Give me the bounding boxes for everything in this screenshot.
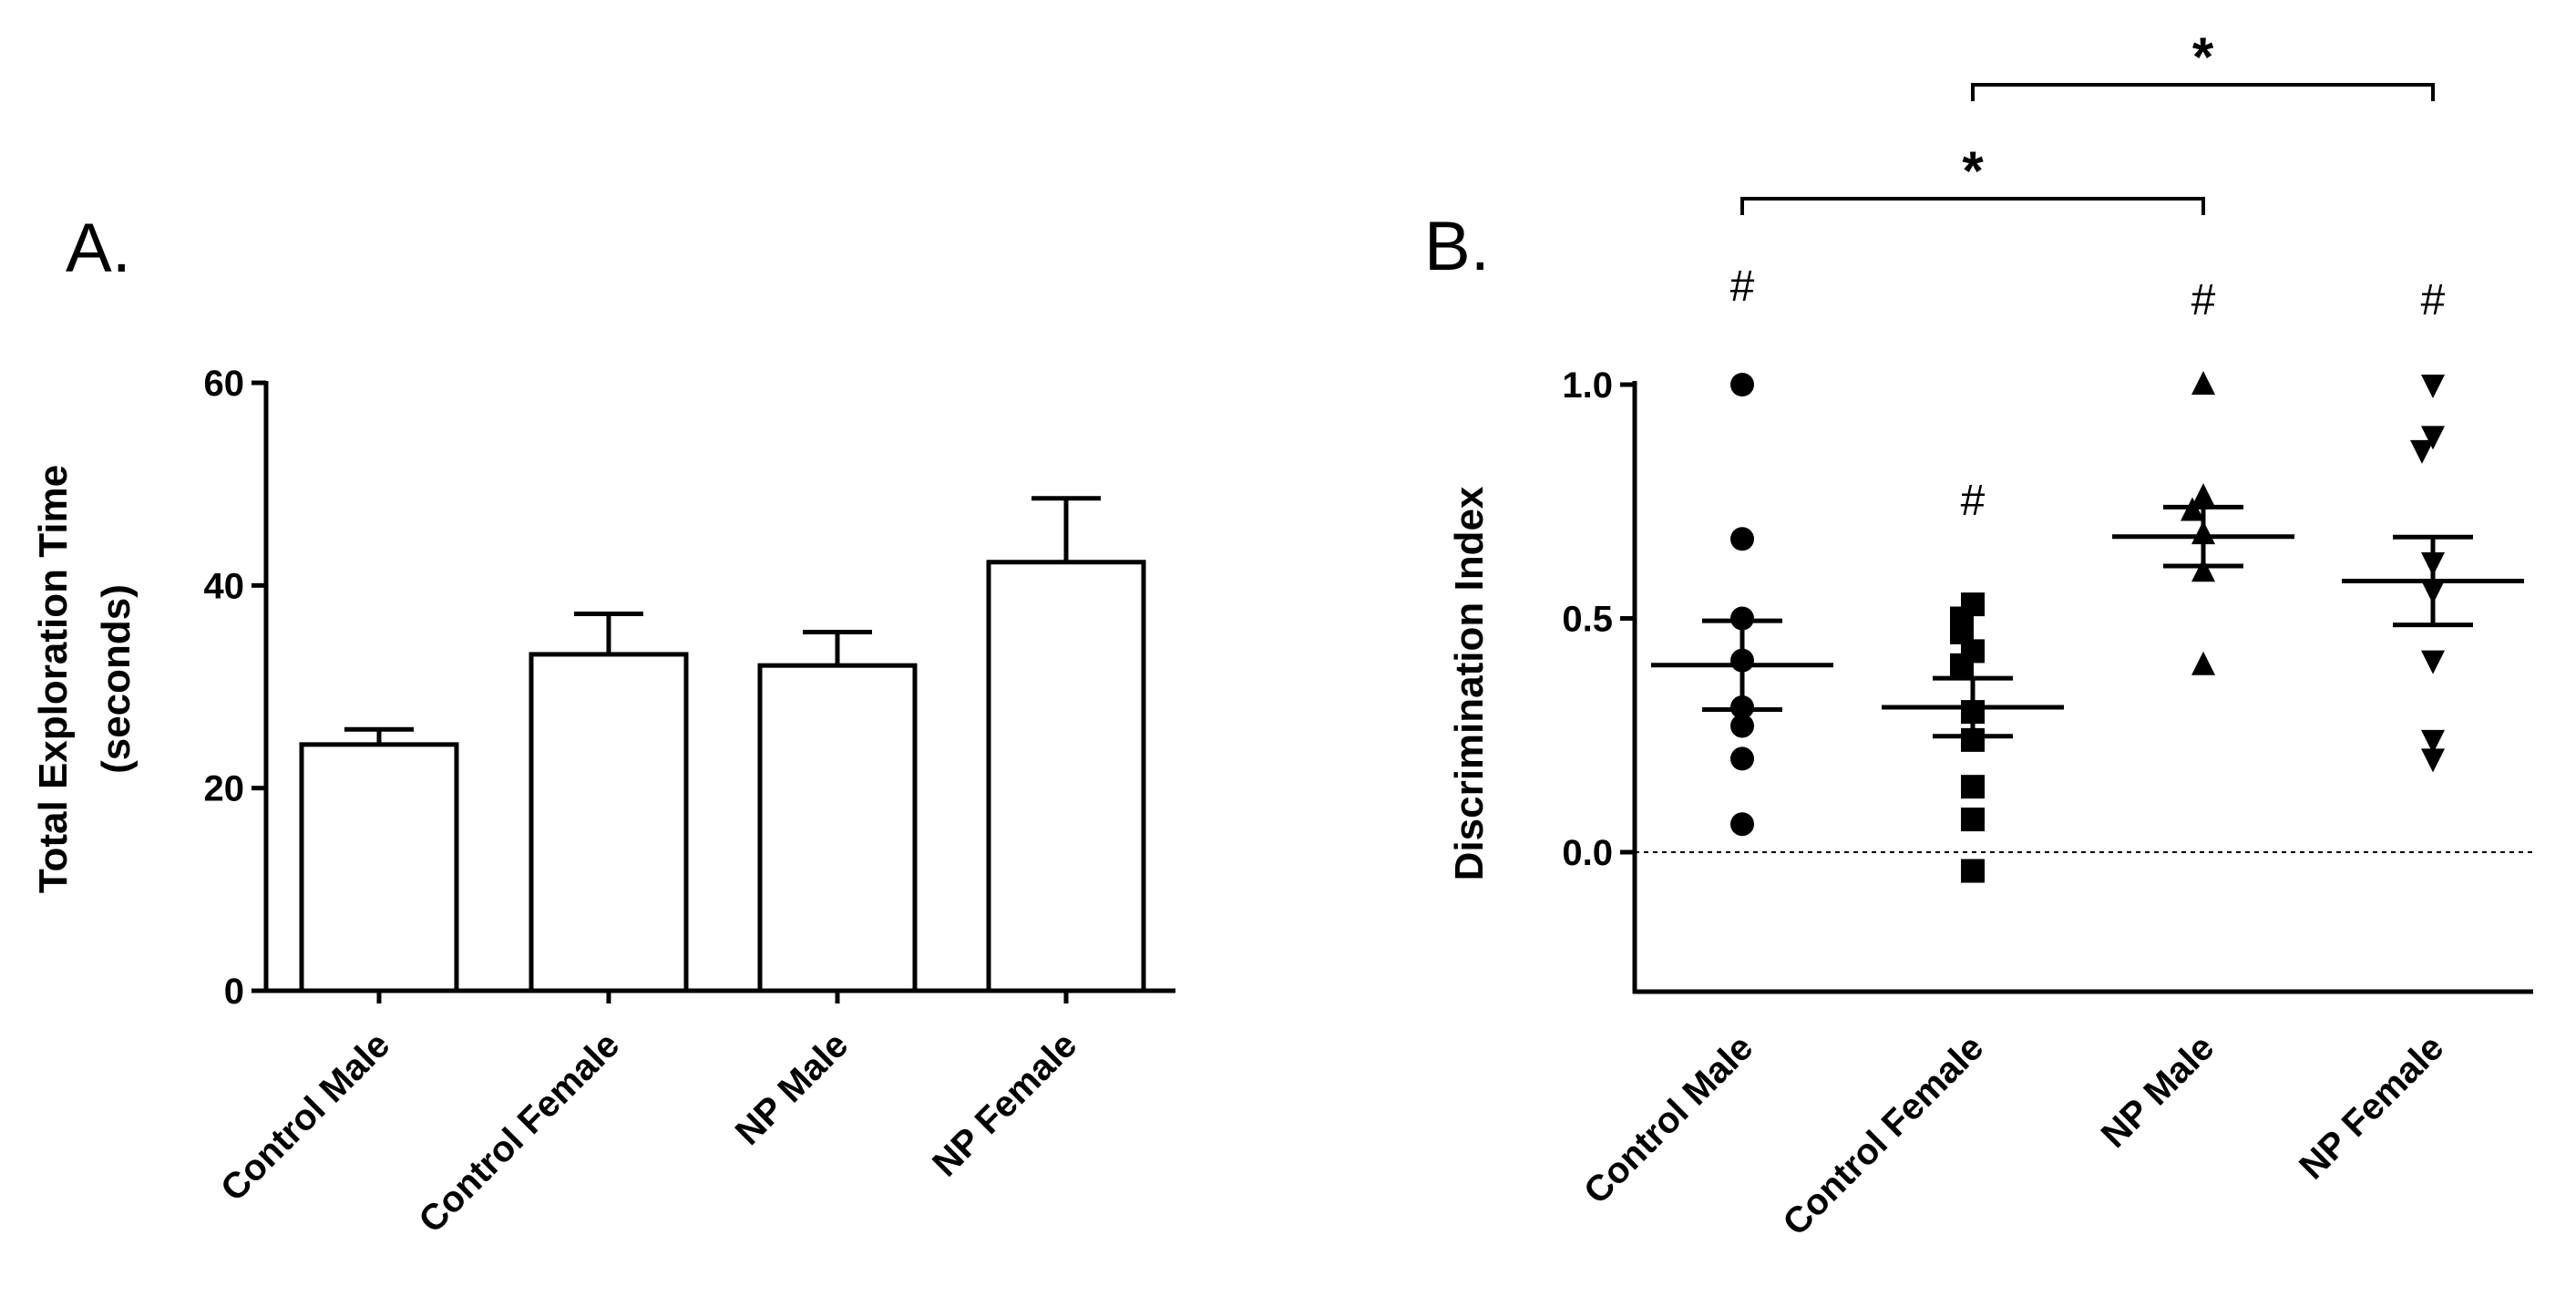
point-control-male [1730, 714, 1754, 738]
sem-bar-control-male [1702, 618, 1782, 713]
x-tick-label-np-female: NP Female [2292, 1027, 2451, 1187]
x-tick-label-np-male: NP Male [728, 1024, 857, 1153]
point-control-female [1961, 808, 1985, 832]
point-control-female [1961, 775, 1985, 799]
point-np-male [2191, 558, 2215, 582]
significance-star: * [1962, 140, 1984, 201]
y-tick-label: 0.0 [1562, 833, 1613, 873]
panel-b-y-axis-title: Discrimination Index [1447, 486, 1492, 880]
y-tick-label: 0 [224, 972, 244, 1012]
point-np-female [2421, 729, 2445, 754]
y-tick-label: 1.0 [1562, 365, 1613, 406]
hash-mark-np-female: # [2421, 276, 2446, 324]
point-np-male [2191, 483, 2215, 508]
comparison-bracket [1740, 197, 2205, 215]
bar-np-male [757, 663, 918, 993]
panel-a-label: A. [66, 210, 131, 287]
panel-b-scatter-chart: B. Discrimination Index 0.0 0.5 1.0 Control… [1424, 26, 2533, 1243]
point-control-male [1730, 746, 1754, 771]
x-tick-label-control-female: Control Female [1775, 1027, 1991, 1243]
x-tick-label-np-female: NP Female [925, 1024, 1084, 1184]
point-control-female [1950, 653, 1974, 677]
y-tick-label: 60 [204, 364, 245, 404]
hash-mark-control-male: # [1730, 262, 1755, 311]
x-tick-label-control-female: Control Female [411, 1024, 627, 1240]
point-np-male [2191, 371, 2215, 395]
y-tick-label: 0.5 [1562, 600, 1613, 640]
point-np-female [2421, 748, 2445, 773]
bar-control-male [299, 742, 459, 993]
comparison-bracket [1971, 83, 2435, 101]
x-tick-label-control-male: Control Male [213, 1024, 397, 1209]
point-np-female [2410, 439, 2434, 464]
significance-star: * [2192, 26, 2214, 87]
y-tick-label: 20 [204, 769, 245, 809]
point-np-female [2421, 426, 2445, 450]
x-tick-label-np-male: NP Male [2094, 1027, 2222, 1156]
y-tick-label: 40 [204, 566, 245, 606]
x-tick-label-control-male: Control Male [1576, 1027, 1760, 1211]
sem-bar-np-female [2393, 534, 2473, 628]
hash-mark-control-female: # [1961, 477, 1986, 525]
point-control-male [1730, 527, 1754, 551]
errorbar-control-male [344, 726, 414, 745]
panel-a-bar-chart: A. Total Exploration Time (seconds) Cont… [31, 210, 1175, 1240]
bar-np-female [986, 560, 1146, 993]
point-np-female [2421, 650, 2445, 674]
sem-bar-control-female [1933, 675, 2013, 739]
point-control-male [1730, 606, 1754, 631]
errorbar-np-male [803, 629, 872, 666]
hash-mark-np-male: # [2191, 276, 2216, 324]
panel-b-label: B. [1424, 208, 1490, 285]
point-control-female [1961, 859, 1985, 883]
point-np-male [2191, 651, 2215, 675]
point-control-male [1730, 373, 1754, 396]
errorbar-control-female [574, 611, 643, 654]
panel-a-y-axis-title-line2: (seconds) [94, 584, 139, 774]
sem-bar-np-male [2163, 504, 2243, 569]
errorbar-np-female [1031, 496, 1101, 562]
bar-control-female [529, 652, 689, 993]
panel-a-y-axis-title-line1: Total Exploration Time [31, 465, 76, 893]
point-np-female [2421, 375, 2445, 398]
point-control-male [1730, 812, 1754, 837]
